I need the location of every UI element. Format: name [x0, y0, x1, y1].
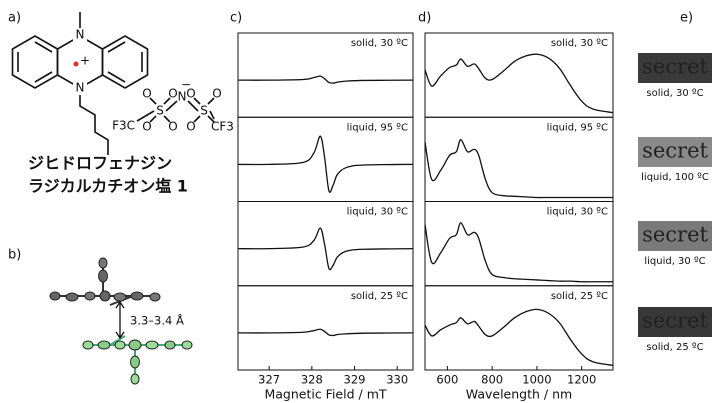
atom: [114, 340, 126, 350]
panel-annotation: liquid, 95 ºC: [347, 122, 408, 133]
compound-name: ジヒドロフェナジン: [28, 154, 172, 173]
atom: O: [142, 120, 151, 134]
photo: [638, 307, 712, 337]
x-tick-label: 600: [436, 373, 458, 387]
atom: [113, 292, 127, 302]
panel-annotation: solid, 30 ºC: [551, 38, 608, 49]
panel-label: c): [230, 11, 242, 26]
atom-bg: [73, 28, 87, 42]
photos: secret solid, 30 ºC secret liquid, 100 ºC se…: [638, 53, 712, 353]
charge: +: [80, 54, 90, 68]
spectrum: [424, 222, 613, 283]
panel-annotation: liquid, 95 ºC: [547, 122, 608, 133]
photo-caption: liquid, 30 ºC: [644, 256, 705, 267]
distance-label: 3.3–3.4 Å: [130, 313, 184, 328]
atom: [82, 340, 94, 350]
alkyl: [79, 12, 109, 155]
atom: O: [186, 120, 195, 134]
x-tick-label: 329: [344, 373, 366, 387]
atom: [145, 340, 159, 350]
ring: [11, 35, 59, 89]
panel-label: e): [680, 11, 693, 26]
atom: O: [168, 120, 177, 134]
atom: O: [212, 87, 221, 101]
atom: CF3: [211, 120, 234, 134]
spectrum: [237, 227, 414, 271]
arrow: [115, 300, 125, 340]
atom: [149, 292, 161, 302]
panel-labels: a) b) c) d) e): [8, 11, 693, 263]
double-bond: [17, 41, 143, 83]
atom: [130, 355, 140, 369]
ring: [101, 35, 149, 89]
subpanel: [424, 285, 614, 371]
x-tick-label: 330: [386, 373, 408, 387]
atom: [84, 291, 96, 301]
atom: [130, 373, 140, 385]
panel-label: d): [418, 11, 431, 26]
x-axis-label: Magnetic Field / mT: [264, 387, 386, 402]
atom: S: [200, 104, 208, 118]
x-tick-label: 327: [258, 373, 280, 387]
atom: [128, 339, 142, 351]
photo-caption: solid, 25 ºC: [646, 342, 703, 353]
panel-annotation: liquid, 30 ºC: [547, 207, 608, 218]
atom: N: [178, 90, 187, 104]
x-tick-label: 1200: [567, 373, 596, 387]
subpanel: [237, 285, 414, 371]
atom: [98, 269, 108, 283]
panel-label: a): [8, 11, 21, 26]
x-tick-label: 328: [301, 373, 323, 387]
atom: [97, 340, 111, 350]
molecule: [11, 12, 215, 155]
atom: O: [186, 87, 195, 101]
panel-label: b): [8, 248, 21, 263]
spectrum: [424, 308, 614, 367]
atom: N: [76, 81, 85, 95]
photo-text: secret: [642, 55, 708, 79]
atom: N: [76, 28, 85, 42]
panel-annotation: solid, 30 ºC: [351, 38, 408, 49]
panel-annotation: solid, 25 ºC: [551, 291, 608, 302]
x-tick-label: 800: [481, 373, 503, 387]
spectrum: [424, 139, 613, 199]
compound-name: ラジカルカチオン塩 1: [28, 177, 188, 196]
anion-bonds: [136, 97, 215, 123]
atom-bg: [73, 81, 87, 95]
photo-text: secret: [642, 139, 708, 163]
photo: [638, 221, 712, 251]
spectrum: [237, 135, 414, 193]
atom: [98, 257, 108, 269]
charts: solid, 30 ºC liquid, 95 ºC liquid, 30 ºC so…: [237, 32, 614, 402]
atom: [65, 292, 79, 302]
atom: F3C: [112, 119, 135, 133]
panel-annotation: liquid, 30 ºC: [347, 207, 408, 218]
atom: [164, 340, 176, 350]
spectrum: [424, 53, 614, 114]
charge: −: [181, 78, 191, 92]
panel-annotation: solid, 25 ºC: [351, 291, 408, 302]
atom: [130, 291, 144, 301]
atom: O: [142, 87, 151, 101]
atom: [49, 291, 61, 301]
photo: [638, 53, 712, 83]
photo-text: secret: [642, 223, 708, 247]
radical-dot: [73, 61, 79, 67]
photo-caption: solid, 30 ºC: [646, 88, 703, 99]
x-axis-label: Wavelength / nm: [466, 387, 572, 402]
spectrum: [237, 75, 414, 84]
x-tick-label: 1000: [522, 373, 551, 387]
atom: O: [168, 87, 177, 101]
atom: [181, 340, 193, 350]
spectrum: [237, 328, 414, 337]
atoms: N N + F3C S O O O O N − S O O O CF3: [73, 28, 234, 134]
atom: S: [156, 104, 164, 118]
photo: [638, 137, 712, 167]
atom: [99, 290, 111, 302]
photo-text: secret: [642, 309, 708, 333]
photo-caption: liquid, 100 ºC: [641, 172, 709, 183]
crystal: [49, 257, 193, 385]
